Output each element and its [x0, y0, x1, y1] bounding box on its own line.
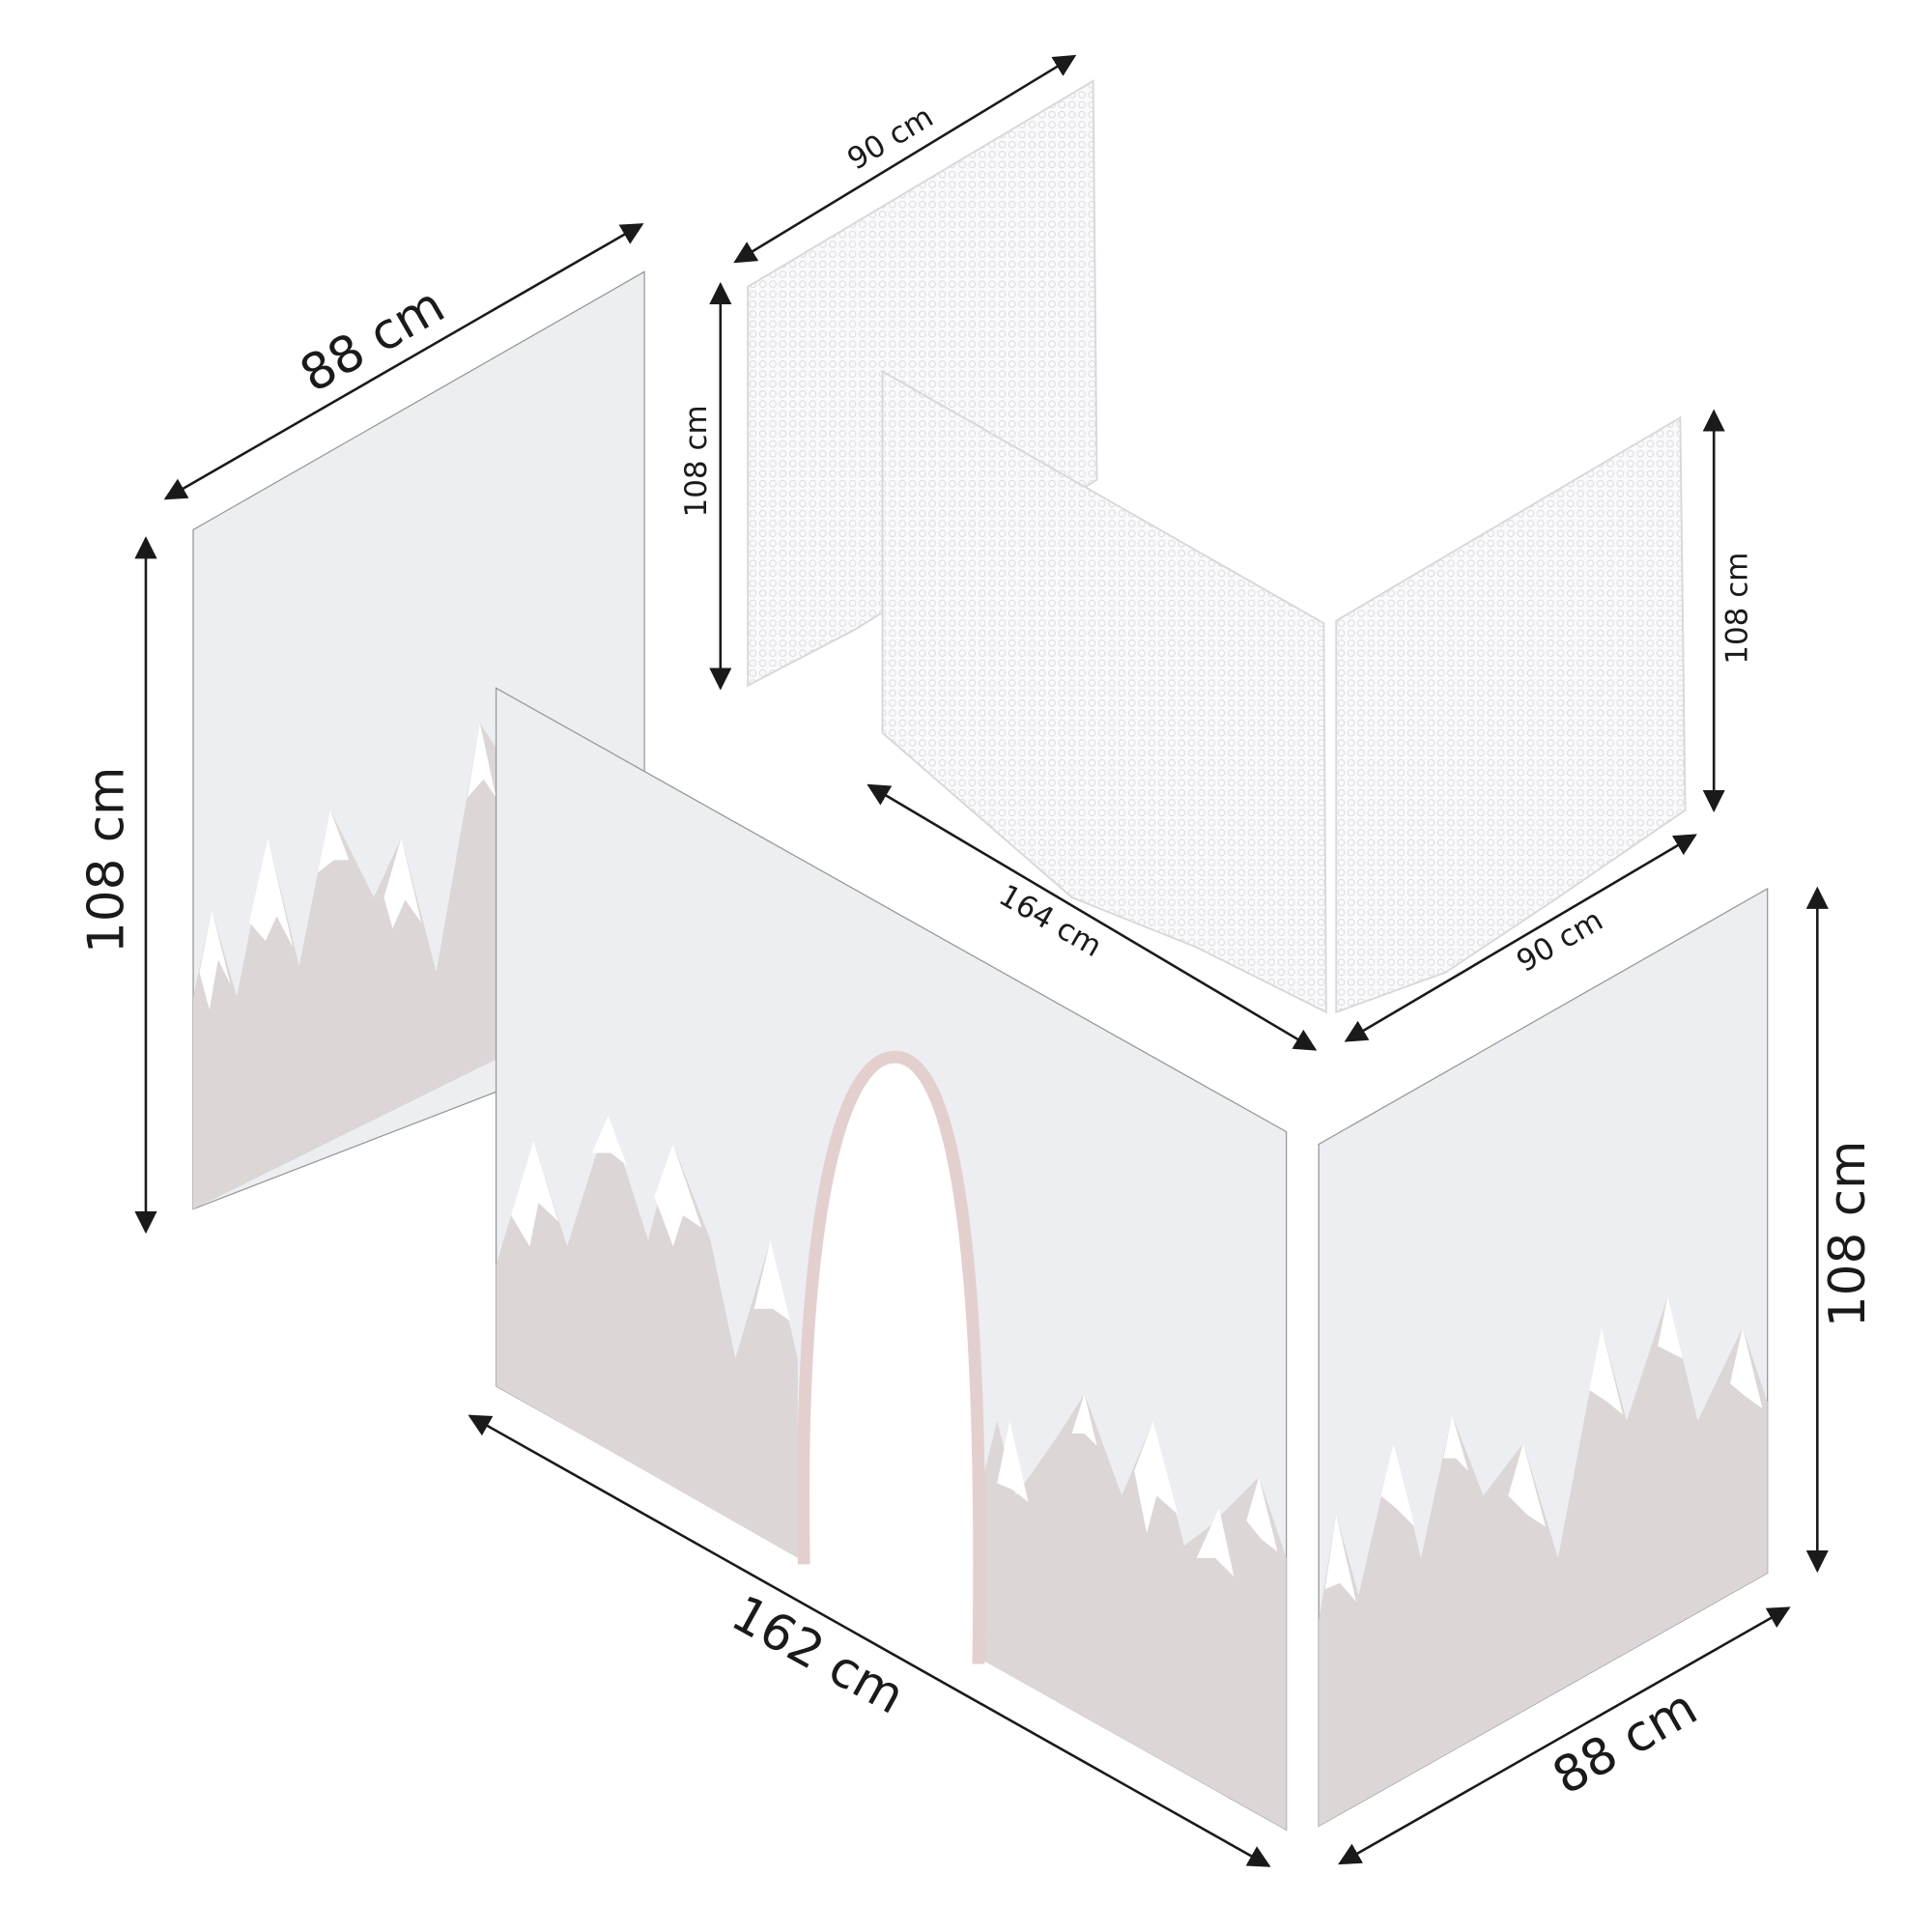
dim-line	[1338, 1606, 1791, 1865]
dim-label: 88 cm	[1544, 1679, 1707, 1806]
arch-door	[797, 1050, 986, 1664]
dim-line	[1344, 834, 1697, 1042]
net-right	[1335, 415, 1687, 1014]
dim-label: 90 cm	[841, 99, 939, 178]
dim-line	[468, 1414, 1271, 1867]
net-panels	[747, 79, 1687, 1014]
dim-label: 108 cm	[1819, 1141, 1877, 1328]
right-panel	[1318, 887, 1769, 1828]
dim-label: 108 cm	[679, 405, 714, 517]
dim-line	[733, 54, 1077, 264]
dim-line	[163, 223, 644, 500]
dim-label: 108 cm	[78, 767, 136, 954]
dim-line	[867, 783, 1318, 1051]
dim-label: 88 cm	[291, 276, 454, 404]
net-middle	[881, 369, 1327, 1014]
dim-label: 108 cm	[1719, 553, 1754, 665]
